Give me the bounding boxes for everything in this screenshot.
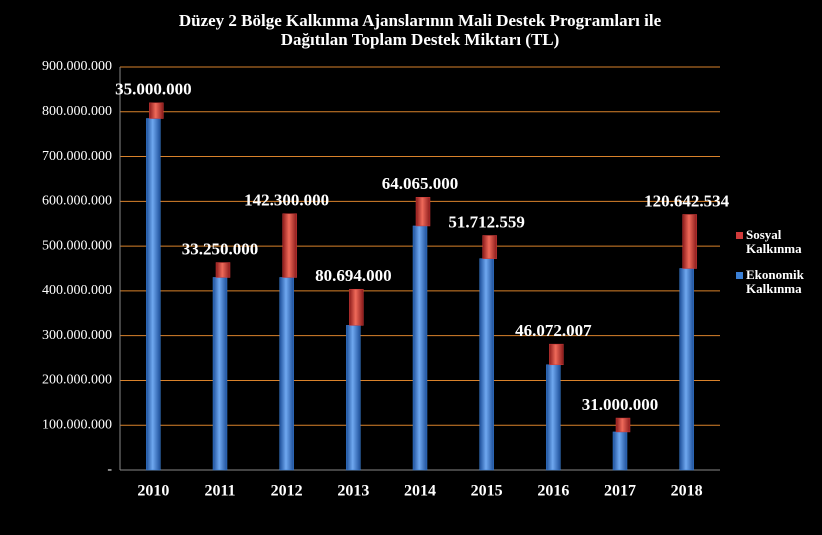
bar-segment	[612, 431, 628, 471]
bar-segment	[679, 268, 694, 471]
value-label: 142.300.000	[244, 191, 329, 210]
bar-segment	[349, 288, 364, 326]
value-label: 80.694.000	[315, 266, 392, 285]
bar-segment	[412, 225, 428, 471]
value-label: 31.000.000	[582, 395, 659, 414]
x-tick-label: 2010	[137, 483, 169, 500]
bar-segment	[615, 417, 631, 433]
bar-segment	[479, 258, 494, 471]
y-tick-label: 400.000.000	[42, 283, 112, 298]
bar-segment	[149, 102, 164, 119]
bar-segment	[279, 277, 294, 471]
value-label: 46.072.007	[515, 321, 592, 340]
legend-swatch	[736, 232, 743, 239]
y-tick-label: 300.000.000	[42, 328, 112, 343]
x-tick-label: 2015	[471, 483, 503, 500]
bar-segment	[215, 262, 231, 278]
bar-segment	[415, 197, 431, 227]
x-tick-label: 2012	[271, 483, 303, 500]
bar-segment	[549, 343, 564, 366]
y-tick-label: 500.000.000	[42, 238, 112, 253]
bar-segment	[346, 325, 361, 471]
bar-segment	[682, 214, 697, 269]
y-tick-label: 700.000.000	[42, 149, 112, 164]
chart-title: Düzey 2 Bölge Kalkınma Ajanslarının Mali…	[179, 11, 662, 30]
bar-segment	[482, 235, 497, 259]
y-tick-label: 100.000.000	[42, 417, 112, 432]
y-tick-label: 800.000.000	[42, 104, 112, 119]
value-label: 35.000.000	[115, 80, 192, 99]
bar-segment	[146, 118, 161, 471]
bar-segment	[212, 277, 228, 471]
legend-label: Ekonomik Kalkınma	[746, 267, 804, 296]
x-tick-label: 2018	[671, 483, 703, 500]
legend-swatch	[736, 272, 743, 279]
x-tick-label: 2013	[337, 483, 369, 500]
bar-segment	[282, 213, 297, 278]
x-tick-label: 2014	[404, 483, 436, 500]
value-label: 33.250.000	[182, 239, 259, 258]
legend-label: Sosyal Kalkınma	[746, 227, 802, 256]
y-tick-label: -	[107, 462, 112, 477]
y-tick-label: 200.000.000	[42, 373, 112, 388]
x-tick-label: 2017	[604, 483, 636, 500]
chart-subtitle: Dağıtılan Toplam Destek Miktarı (TL)	[281, 30, 560, 49]
y-tick-label: 600.000.000	[42, 194, 112, 209]
value-label: 51.712.559	[448, 212, 525, 231]
bar-segment	[546, 364, 561, 471]
x-tick-label: 2011	[204, 483, 235, 500]
y-tick-label: 900.000.000	[42, 59, 112, 74]
x-tick-label: 2016	[537, 483, 569, 500]
value-label: 64.065.000	[382, 174, 459, 193]
value-label: 120.642.534	[644, 191, 730, 210]
